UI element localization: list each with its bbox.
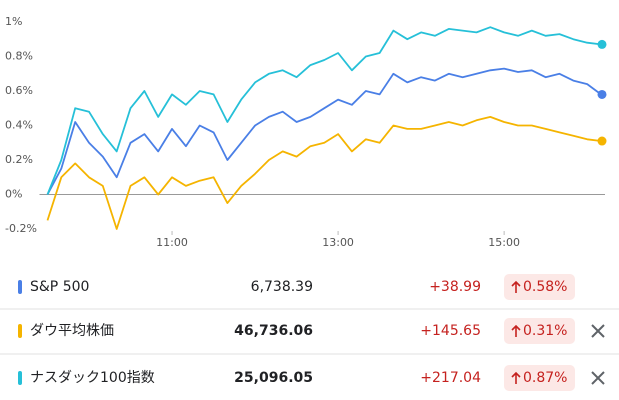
series-line [46, 26, 602, 195]
up-arrow [511, 324, 521, 337]
y-tick-label: 0.2% [5, 153, 33, 166]
y-tick-label: -0.2% [5, 222, 37, 235]
y-tick-label: 0.8% [5, 50, 33, 63]
x-tick-label: 11:00 [156, 236, 188, 249]
row-price: 25,096.05 [234, 370, 313, 386]
row-name: S&P 500 [30, 279, 89, 295]
up-arrow [511, 371, 521, 384]
end-dot [597, 136, 607, 146]
x-tick-label: 15:00 [488, 236, 520, 249]
row-change-pct: 0.31% [523, 323, 567, 339]
change-pill [504, 318, 575, 344]
up-arrow [511, 280, 521, 293]
y-tick-label: 0.4% [5, 119, 33, 132]
remove-button[interactable] [591, 324, 605, 338]
row-change: +145.65 [420, 323, 481, 339]
change-pill [504, 274, 575, 300]
series-line [46, 67, 602, 195]
remove-button[interactable] [591, 371, 605, 385]
x-tick-label: 13:00 [322, 236, 354, 249]
end-dot [597, 39, 607, 49]
y-tick-label: 0% [5, 188, 22, 201]
row-name: ナスダック100指数 [30, 370, 155, 386]
change-pill [504, 365, 575, 391]
y-tick-label: 0.6% [5, 84, 33, 97]
series-line [46, 116, 602, 230]
row-price: 6,738.39 [251, 279, 313, 295]
series-color-bar [18, 371, 22, 385]
series-color-bar [18, 324, 22, 338]
row-name: ダウ平均株価 [30, 323, 114, 339]
end-dot [597, 89, 607, 99]
y-tick-label: 1% [5, 15, 22, 28]
series-color-bar [18, 280, 22, 294]
row-change: +217.04 [420, 370, 481, 386]
row-price: 46,736.06 [234, 323, 313, 339]
row-change: +38.99 [429, 279, 481, 295]
row-change-pct: 0.87% [523, 370, 567, 386]
row-change-pct: 0.58% [523, 279, 567, 295]
